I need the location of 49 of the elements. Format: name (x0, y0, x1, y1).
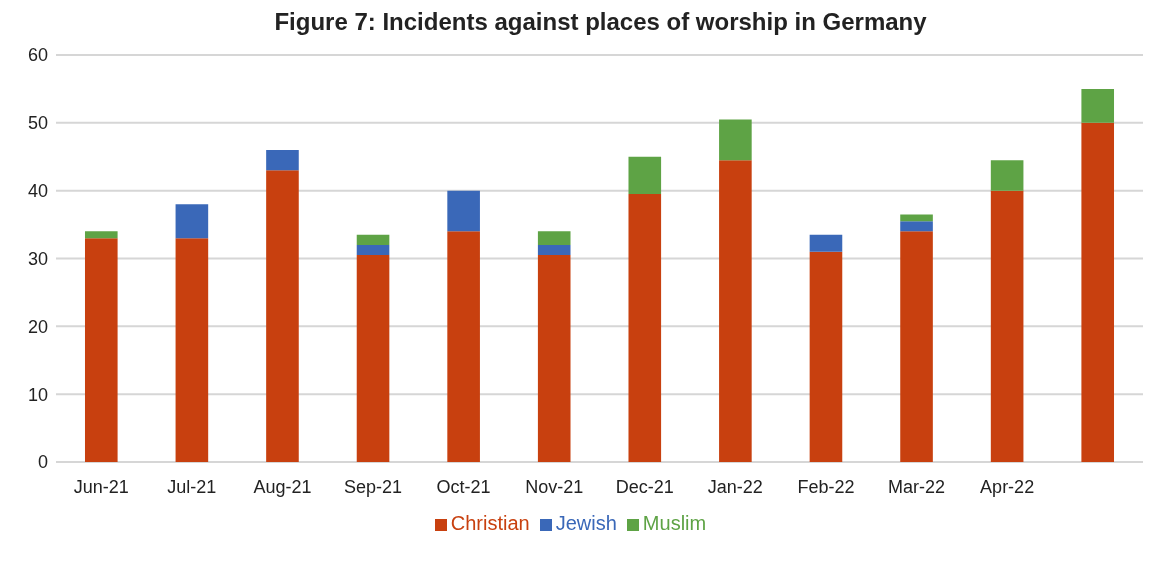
bar (175, 238, 209, 462)
y-tick-label: 30 (27, 248, 48, 269)
y-tick-label: 10 (27, 384, 48, 405)
x-tick-label: Jun-21 (73, 476, 129, 497)
x-tick-label: Jul-21 (167, 476, 217, 497)
legend-label: Jewish (555, 512, 617, 534)
bar (809, 251, 843, 462)
bar (719, 160, 752, 462)
bar (175, 204, 209, 239)
bar (719, 119, 752, 161)
y-tick-label: 50 (27, 113, 48, 134)
x-tick-label: Apr-22 (980, 476, 1035, 497)
bar (447, 190, 480, 232)
x-tick-label: Feb-22 (797, 476, 855, 497)
x-tick-label: Mar-22 (888, 476, 946, 497)
bar (84, 231, 118, 239)
bar (1081, 122, 1115, 462)
bar (537, 231, 571, 245)
y-tick-label: 60 (27, 45, 48, 66)
bar (628, 194, 662, 462)
bar (356, 244, 390, 256)
bar (809, 234, 843, 252)
bar (1081, 88, 1115, 123)
bar (266, 170, 299, 462)
bar (900, 231, 933, 462)
y-tick-label: 0 (37, 452, 48, 473)
bar (900, 214, 933, 222)
bar (447, 231, 480, 462)
bar (84, 238, 118, 462)
bar (990, 160, 1024, 191)
x-tick-label: Sep-21 (344, 476, 403, 497)
y-tick-label: 40 (27, 181, 48, 202)
legend-label: Muslim (642, 512, 707, 534)
x-tick-label: Aug-21 (253, 476, 312, 497)
x-tick-label: Nov-21 (525, 476, 584, 497)
x-tick-label: Oct-21 (436, 476, 491, 497)
legend-label: Christian (450, 512, 530, 534)
bar (266, 149, 299, 171)
x-tick-label: Dec-21 (615, 476, 674, 497)
chart-title: Figure 7: Incidents against places of worship in Germany (273, 8, 928, 36)
bar (356, 255, 390, 462)
bar (990, 190, 1024, 462)
y-tick-label: 20 (27, 316, 48, 337)
bar (356, 234, 390, 245)
bar (537, 255, 571, 462)
x-tick-label: Jan-22 (707, 476, 763, 497)
bar (900, 221, 933, 232)
bar (628, 156, 662, 195)
bar (537, 244, 571, 256)
